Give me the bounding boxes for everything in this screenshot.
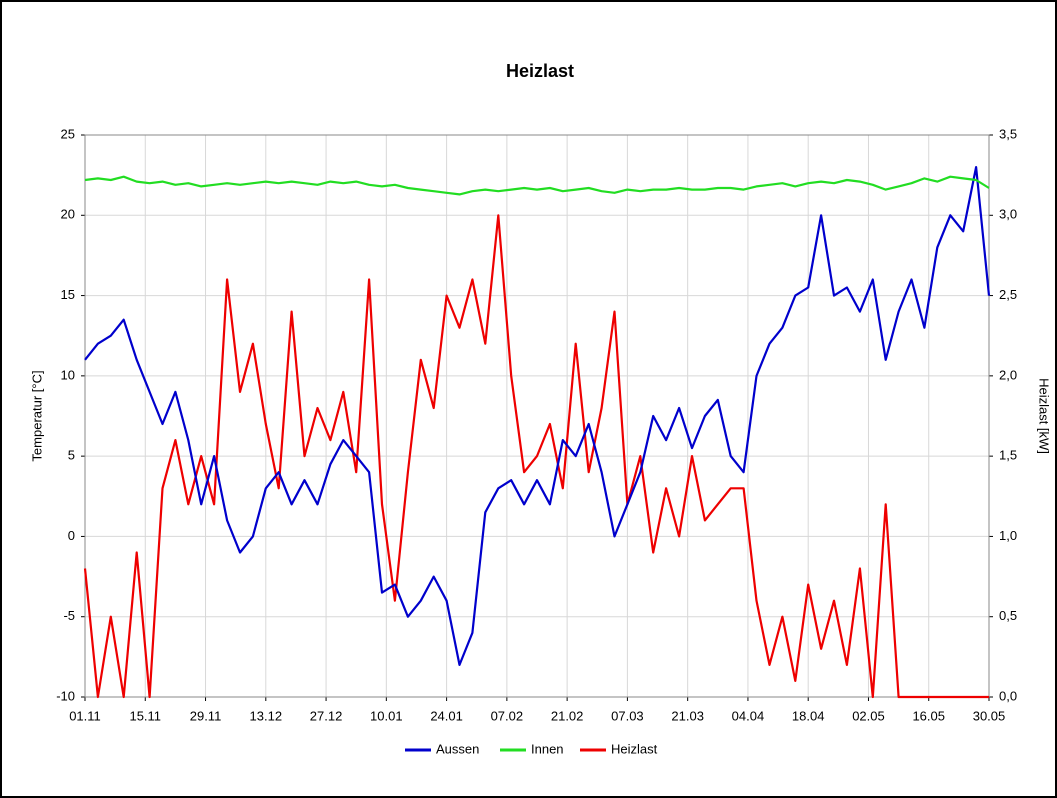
x-tick-label: 29.11 <box>190 708 222 723</box>
y-tick-label: 25 <box>61 126 75 141</box>
y2-tick-label: 0,0 <box>999 688 1017 703</box>
y2-tick-label: 0,5 <box>999 608 1017 623</box>
x-tick-label: 18.04 <box>792 708 825 723</box>
y-tick-label: 0 <box>68 528 75 543</box>
y-tick-label: -10 <box>56 688 75 703</box>
x-tick-label: 21.02 <box>551 708 584 723</box>
x-tick-label: 07.03 <box>611 708 644 723</box>
x-tick-label: 13.12 <box>250 708 283 723</box>
plot-border <box>84 134 990 698</box>
legend-label: Heizlast <box>611 741 658 756</box>
y2-tick-label: 1,0 <box>999 528 1017 543</box>
y2-tick-label: 1,5 <box>999 448 1017 463</box>
x-tick-label: 30.05 <box>973 708 1006 723</box>
y-tick-label: 5 <box>68 448 75 463</box>
x-tick-label: 07.02 <box>491 708 524 723</box>
legend-label: Innen <box>531 741 564 756</box>
x-tick-label: 27.12 <box>310 708 343 723</box>
y2-tick-label: 2,5 <box>999 287 1017 302</box>
x-tick-label: 16.05 <box>912 708 945 723</box>
y2-tick-label: 3,0 <box>999 207 1017 222</box>
y-tick-label: 20 <box>61 207 75 222</box>
series-line <box>84 175 990 196</box>
chart-title: Heizlast <box>506 61 574 81</box>
legend-label: Aussen <box>436 741 479 756</box>
x-tick-label: 15.11 <box>129 708 161 723</box>
plot-area <box>85 135 989 697</box>
x-tick-label: 01.11 <box>69 708 101 723</box>
y-tick-label: 10 <box>61 367 75 382</box>
y-tick-label: -5 <box>63 608 75 623</box>
y2-tick-label: 3,5 <box>999 126 1017 141</box>
y2-axis-label: Heizlast [kW] <box>1037 378 1052 454</box>
y-axis-label: Temperatur [°C] <box>29 370 44 461</box>
x-tick-label: 21.03 <box>671 708 704 723</box>
x-tick-label: 24.01 <box>430 708 463 723</box>
y2-tick-label: 2,0 <box>999 367 1017 382</box>
x-tick-label: 04.04 <box>732 708 765 723</box>
series-line <box>83 214 989 699</box>
y-tick-label: 15 <box>61 287 75 302</box>
x-tick-label: 10.01 <box>370 708 403 723</box>
x-tick-label: 02.05 <box>852 708 885 723</box>
series-line <box>84 166 991 666</box>
